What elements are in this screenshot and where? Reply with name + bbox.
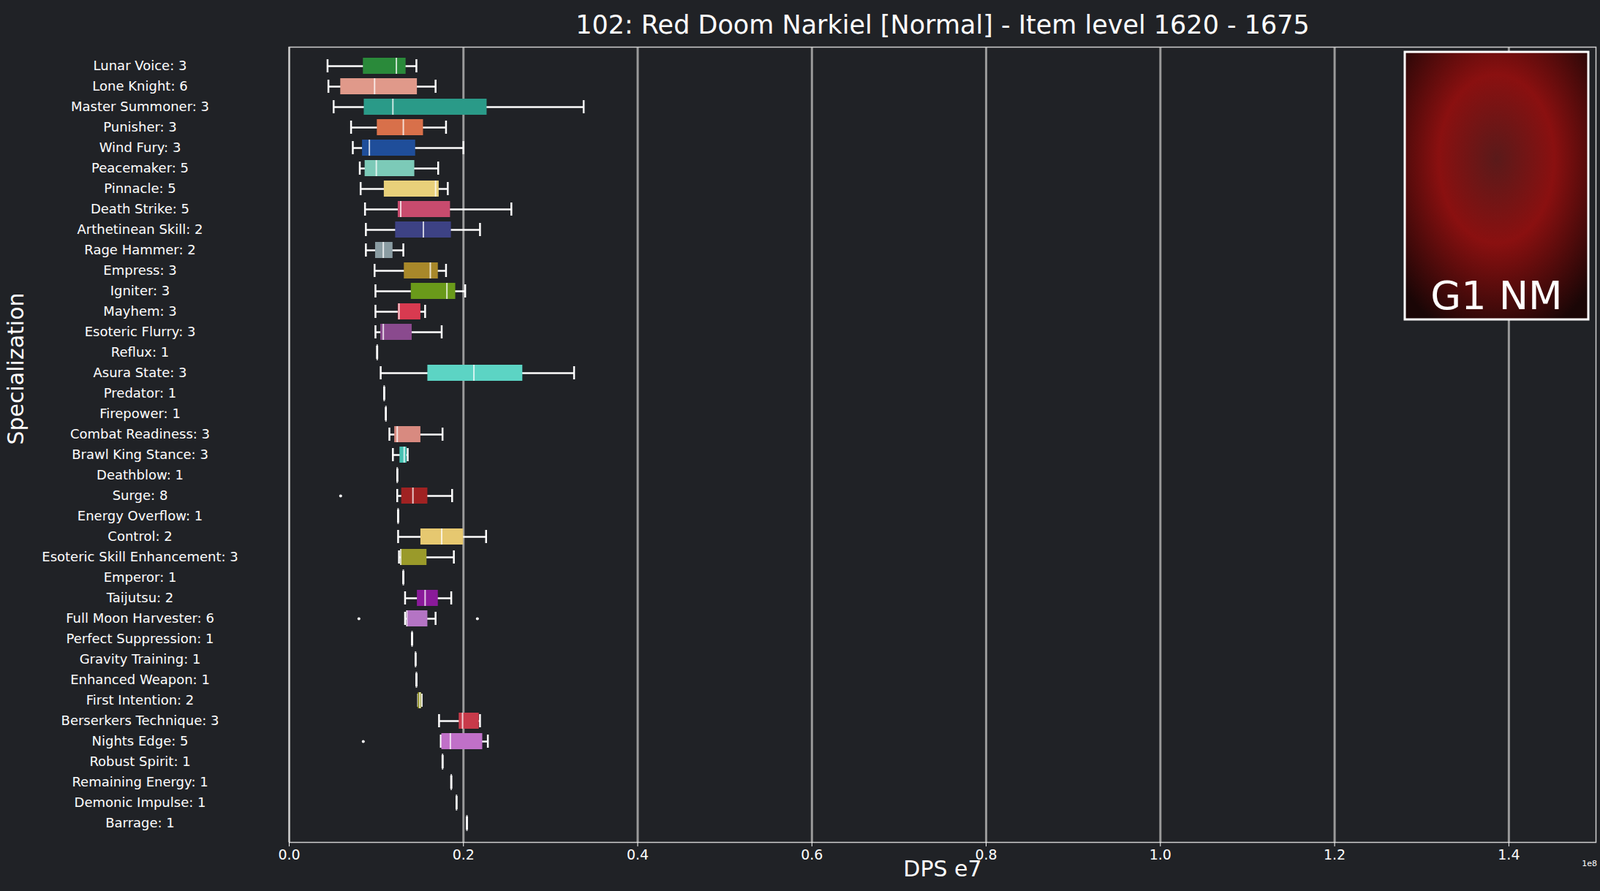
- svg-text:Energy Overflow: 1: Energy Overflow: 1: [77, 508, 203, 524]
- svg-text:Wind Fury: 3: Wind Fury: 3: [99, 139, 182, 156]
- svg-text:Gravity Training: 1: Gravity Training: 1: [79, 651, 202, 667]
- svg-text:Igniter: 3: Igniter: 3: [110, 282, 171, 299]
- svg-text:0.2: 0.2: [452, 846, 475, 863]
- svg-text:Barrage: 1: Barrage: 1: [105, 815, 175, 831]
- svg-text:Specialization: Specialization: [2, 292, 29, 445]
- svg-text:Surge: 8: Surge: 8: [112, 487, 169, 504]
- svg-text:Master Summoner: 3: Master Summoner: 3: [70, 98, 210, 115]
- svg-text:Taijutsu: 2: Taijutsu: 2: [106, 590, 175, 606]
- svg-text:Arthetinean Skill: 2: Arthetinean Skill: 2: [76, 221, 203, 237]
- svg-text:Death Strike: 5: Death Strike: 5: [90, 201, 190, 217]
- svg-text:1e8: 1e8: [1581, 859, 1598, 869]
- svg-text:Full Moon Harvester: 6: Full Moon Harvester: 6: [65, 610, 215, 626]
- svg-text:Rage Hammer: 2: Rage Hammer: 2: [84, 242, 196, 258]
- svg-text:Perfect Suppression: 1: Perfect Suppression: 1: [66, 631, 215, 647]
- svg-text:DPS e7: DPS e7: [903, 856, 982, 882]
- svg-text:Remaining Energy: 1: Remaining Energy: 1: [71, 774, 208, 790]
- svg-text:G1 NM: G1 NM: [1430, 272, 1562, 319]
- svg-text:Asura State: 3: Asura State: 3: [92, 364, 187, 381]
- svg-text:Demonic Impulse: 1: Demonic Impulse: 1: [74, 794, 207, 811]
- svg-text:Lunar Voice: 3: Lunar Voice: 3: [93, 57, 188, 74]
- svg-text:Esoteric Flurry: 3: Esoteric Flurry: 3: [84, 323, 196, 340]
- svg-text:Brawl King Stance: 3: Brawl King Stance: 3: [71, 446, 209, 463]
- svg-text:102: Red Doom Narkiel [Normal]: 102: Red Doom Narkiel [Normal] - Item le…: [575, 10, 1310, 40]
- svg-text:Predator: 1: Predator: 1: [103, 385, 177, 401]
- svg-text:1.4: 1.4: [1497, 846, 1520, 863]
- svg-text:Punisher: 3: Punisher: 3: [103, 119, 177, 135]
- svg-text:Enhanced Weapon: 1: Enhanced Weapon: 1: [70, 672, 210, 688]
- svg-text:1.0: 1.0: [1149, 846, 1172, 863]
- svg-text:First Intention: 2: First Intention: 2: [86, 692, 195, 708]
- svg-text:Robust Spirit: 1: Robust Spirit: 1: [89, 753, 191, 770]
- svg-text:Peacemaker: 5: Peacemaker: 5: [91, 160, 189, 176]
- svg-text:Emperor: 1: Emperor: 1: [103, 569, 177, 586]
- svg-text:Pinnacle: 5: Pinnacle: 5: [103, 180, 177, 196]
- svg-text:0.0: 0.0: [277, 846, 300, 863]
- svg-text:Control: 2: Control: 2: [107, 528, 172, 545]
- svg-text:0.6: 0.6: [800, 846, 823, 863]
- svg-text:Esoteric Skill Enhancement: 3: Esoteric Skill Enhancement: 3: [41, 549, 238, 565]
- svg-text:Reflux: 1: Reflux: 1: [111, 344, 169, 360]
- svg-text:0.8: 0.8: [975, 846, 998, 863]
- svg-text:Mayhem: 3: Mayhem: 3: [103, 303, 177, 319]
- svg-text:Lone Knight: 6: Lone Knight: 6: [92, 78, 188, 94]
- svg-text:0.4: 0.4: [626, 846, 649, 863]
- svg-text:1.2: 1.2: [1323, 846, 1346, 863]
- svg-text:Deathblow: 1: Deathblow: 1: [96, 467, 184, 483]
- svg-text:Nights Edge: 5: Nights Edge: 5: [92, 733, 189, 749]
- svg-text:Berserkers Technique: 3: Berserkers Technique: 3: [61, 712, 220, 729]
- svg-text:Firepower: 1: Firepower: 1: [99, 405, 181, 422]
- svg-text:Combat Readiness: 3: Combat Readiness: 3: [70, 426, 210, 442]
- svg-text:Empress: 3: Empress: 3: [103, 262, 177, 278]
